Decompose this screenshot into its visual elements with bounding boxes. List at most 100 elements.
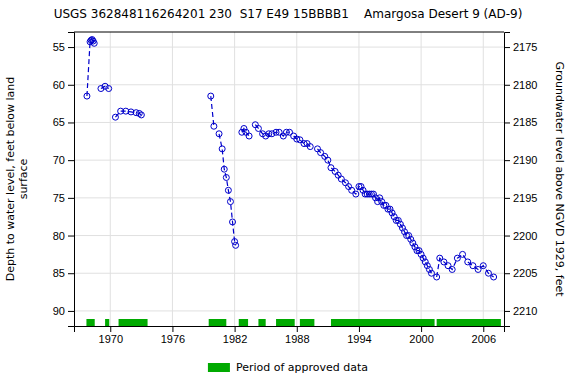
title: USGS 362848116264201 230 S17 E49 15BBBB1… (54, 7, 523, 21)
grid-line-y (74, 160, 504, 161)
y-tick-label: 85 (53, 267, 65, 279)
y-tick: 80 (53, 230, 74, 242)
series-line (437, 254, 494, 277)
x-tick-label: 1988 (285, 333, 309, 345)
x-tick: 2006 (472, 326, 496, 345)
x-tick-label: 1994 (347, 333, 371, 345)
series-marker (342, 180, 348, 186)
y-tick-label: 70 (53, 154, 65, 166)
approved-period-bar (300, 319, 315, 326)
y-tick-label: 55 (53, 41, 65, 53)
y2-tick-label: 2210 (513, 305, 537, 317)
y2-tick-label: 2190 (513, 154, 537, 166)
y-tick-mark (68, 198, 74, 199)
y2-tick: 2175 (504, 41, 537, 53)
y2-tick-label: 2200 (513, 230, 537, 242)
y2-tick-label: 2175 (513, 41, 537, 53)
y-axis: 55 60 65 70 75 80 85 90 (53, 33, 75, 327)
legend-item: Period of approved data (208, 361, 368, 374)
approved-period-bar (105, 319, 109, 326)
series-line (87, 40, 94, 97)
y2-tick: 2210 (504, 305, 537, 317)
series-marker (475, 266, 481, 272)
y2-tick: 2200 (504, 230, 537, 242)
series-marker (252, 122, 258, 128)
series-marker (227, 199, 233, 205)
series-line (255, 125, 289, 136)
legend: Period of approved data (208, 361, 368, 374)
y2-tick-label: 2195 (513, 192, 537, 204)
grid-line-x (296, 32, 297, 326)
approved-period-bar (331, 319, 435, 326)
grid-line-x (172, 32, 173, 326)
x-tick-mark (359, 326, 360, 332)
series-marker (225, 187, 231, 193)
approved-period-bar (119, 319, 148, 326)
series-line (317, 149, 431, 273)
series-marker (325, 157, 331, 163)
grid-line-y (74, 273, 504, 274)
y-tick-label: 65 (53, 116, 65, 128)
y-tick: 75 (53, 192, 74, 204)
series-marker (243, 129, 249, 135)
grid-line-x (234, 32, 235, 326)
y-tick: 90 (53, 305, 74, 317)
series-marker (232, 239, 238, 245)
x-tick-label: 2000 (409, 333, 433, 345)
series-marker (332, 168, 338, 174)
y2-tick: 2185 (504, 116, 537, 128)
y-axis-line (68, 33, 75, 327)
series-marker (219, 146, 225, 152)
series-marker (91, 40, 97, 46)
x-tick: 1970 (99, 326, 123, 345)
y2-tick-mark (504, 85, 510, 86)
y-tick: 60 (53, 79, 74, 91)
x-tick-mark (483, 326, 484, 332)
chart: 1970 1976 1982 1988 1994 2000 2006 55 60 65 70 75 80… (0, 0, 576, 384)
approved-period-bar (276, 319, 295, 326)
y2-tick: 2195 (504, 192, 537, 204)
series-marker (335, 172, 341, 178)
x-tick: 1982 (223, 326, 247, 345)
series-marker (465, 259, 471, 265)
series-marker (454, 255, 460, 261)
grid-line-y (74, 197, 504, 198)
y2-tick-mark (504, 198, 510, 199)
x-tick-mark (235, 326, 236, 332)
approved-period-bar (239, 319, 248, 326)
series-marker (480, 263, 486, 269)
grid-line-x (421, 32, 422, 326)
grid (74, 32, 504, 326)
x-axis-line (75, 327, 505, 333)
x-tick: 1988 (285, 326, 309, 345)
series-marker (223, 174, 229, 180)
y2-tick-mark (504, 122, 510, 123)
y2-tick-label: 2180 (513, 79, 537, 91)
grid-line-y (74, 47, 504, 48)
plot: 1970 1976 1982 1988 1994 2000 2006 55 60 65 70 75 80… (4, 32, 566, 345)
y2-tick: 2180 (504, 79, 537, 91)
x-tick-label: 1970 (99, 333, 123, 345)
y2-axis-label: Groundwater level above NGVD 1929, feet (553, 61, 566, 297)
x-tick: 2000 (409, 326, 433, 345)
series-marker (346, 184, 352, 190)
series-marker (255, 125, 261, 131)
y-tick-mark (68, 85, 74, 86)
series-marker (221, 166, 227, 172)
y-tick: 85 (53, 267, 74, 279)
series-marker (280, 133, 286, 139)
y-tick-mark (68, 160, 74, 161)
series-marker (322, 153, 328, 159)
series-marker (230, 219, 236, 225)
series-marker (307, 144, 313, 150)
legend-swatch (208, 363, 230, 372)
x-tick-mark (421, 326, 422, 332)
series-marker (314, 146, 320, 152)
y-tick-label: 80 (53, 230, 65, 242)
x-tick-label: 1976 (161, 333, 185, 345)
x-tick-label: 2006 (472, 333, 496, 345)
y-tick-mark (68, 122, 74, 123)
series-marker (353, 191, 359, 197)
approved-period-bar (209, 319, 227, 326)
plot-frame (74, 32, 504, 33)
